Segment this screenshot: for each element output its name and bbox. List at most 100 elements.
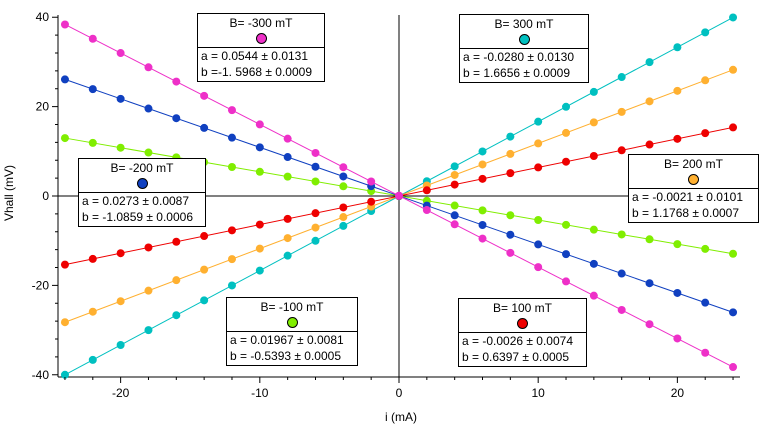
legend-b-minus-200: B= -200 mT a = 0.0273 ± 0.0087 b = -1.08…	[78, 158, 206, 227]
data-point	[200, 91, 209, 100]
legend-divider	[460, 48, 588, 49]
legend-divider	[227, 331, 357, 332]
y-tick-label: -40	[32, 368, 50, 382]
legend-title: B= -200 mT	[110, 161, 174, 175]
data-point	[645, 58, 654, 67]
data-point	[144, 104, 153, 113]
data-point	[701, 129, 710, 138]
data-point	[227, 162, 236, 171]
legend-b-100: B= 100 mT a = -0.0026 ± 0.0074 b = 0.639…	[458, 298, 587, 367]
data-point	[701, 28, 710, 37]
data-point	[729, 65, 738, 74]
data-point	[506, 248, 515, 257]
data-point	[144, 148, 153, 157]
data-point	[227, 106, 236, 115]
legend-slope: b = -0.5393 ± 0.0005	[230, 349, 342, 363]
data-point	[729, 123, 738, 132]
data-point	[172, 77, 181, 86]
legend-slope: b = 1.6656 ± 0.0009	[463, 66, 571, 80]
data-point	[617, 73, 626, 82]
data-point	[255, 120, 264, 129]
data-point	[589, 225, 598, 234]
data-point	[227, 281, 236, 290]
data-point	[367, 197, 376, 206]
legend-title: B= 300 mT	[494, 17, 554, 31]
data-point	[617, 269, 626, 278]
legend-intercept: a = -0.0280 ± 0.0130	[463, 50, 575, 64]
data-point	[729, 363, 738, 372]
legend-slope: b = 0.6397 ± 0.0005	[462, 350, 570, 364]
data-point	[645, 140, 654, 149]
data-point	[645, 97, 654, 106]
legend-slope: b =-1. 5968 ± 0.0009	[201, 65, 313, 79]
data-point	[60, 260, 69, 269]
data-point	[60, 20, 69, 29]
data-point	[339, 203, 348, 212]
x-tick-label: 10	[532, 386, 546, 400]
data-point	[701, 298, 710, 307]
data-point	[673, 334, 682, 343]
y-tick-label: 0	[42, 189, 49, 203]
data-point	[534, 240, 543, 249]
data-point	[589, 151, 598, 160]
data-point	[673, 43, 682, 52]
legend-divider	[629, 188, 758, 189]
legend-intercept: a = 0.0544 ± 0.0131	[201, 49, 309, 63]
data-point	[60, 75, 69, 84]
data-point	[116, 297, 125, 306]
legend-marker-icon	[517, 318, 528, 329]
data-point	[701, 76, 710, 85]
data-point	[478, 220, 487, 229]
data-point	[116, 94, 125, 103]
legend-title: B= -100 mT	[260, 300, 324, 314]
data-point	[311, 209, 320, 218]
legend-title: B= 100 mT	[492, 301, 553, 315]
legend-divider	[459, 332, 586, 333]
legend-divider	[198, 47, 324, 48]
legend-intercept: a = -0.0021 ± 0.0101	[632, 190, 744, 204]
legend-slope: b = -1.0859 ± 0.0006	[82, 210, 194, 224]
data-point	[701, 348, 710, 357]
tick-labels: -20 -10 0 10 20 -40 -20 0 20 40	[32, 10, 734, 400]
data-point	[144, 243, 153, 252]
data-point	[60, 134, 69, 143]
data-point	[339, 221, 348, 230]
legend-b-300: B= 300 mT a = -0.0280 ± 0.0130 b = 1.665…	[459, 14, 589, 83]
legend-intercept: a = -0.0026 ± 0.0074	[462, 334, 574, 348]
x-tick-label: 20	[671, 386, 685, 400]
data-point	[88, 85, 97, 94]
data-point	[478, 234, 487, 243]
data-point	[562, 250, 571, 259]
data-point	[367, 177, 376, 186]
data-point	[172, 276, 181, 285]
data-point	[311, 148, 320, 157]
legend-slope: b = 1.1768 ± 0.0007	[632, 206, 740, 220]
x-tick-label: 0	[396, 386, 403, 400]
data-point	[450, 220, 459, 229]
data-point	[200, 265, 209, 274]
legend-b-minus-300: B= -300 mT a = 0.0544 ± 0.0131 b =-1. 59…	[197, 13, 325, 82]
legend-marker-icon	[518, 34, 530, 45]
data-point	[506, 230, 515, 239]
data-point	[255, 244, 264, 253]
data-point	[283, 234, 292, 243]
data-point	[645, 320, 654, 329]
data-point	[283, 134, 292, 143]
data-point	[617, 107, 626, 116]
data-point	[450, 211, 459, 220]
data-point	[645, 235, 654, 244]
data-point	[227, 226, 236, 235]
data-point	[450, 170, 459, 179]
data-point	[116, 341, 125, 350]
data-point	[478, 160, 487, 169]
legend-b-minus-100: B= -100 mT a = 0.01967 ± 0.0081 b = -0.5…	[226, 297, 358, 366]
data-point	[88, 138, 97, 147]
data-point	[200, 232, 209, 241]
data-point	[673, 86, 682, 95]
data-point	[172, 114, 181, 123]
data-point	[60, 370, 69, 379]
y-tick-label: 40	[36, 10, 50, 24]
data-point	[422, 186, 431, 195]
data-point	[88, 34, 97, 43]
